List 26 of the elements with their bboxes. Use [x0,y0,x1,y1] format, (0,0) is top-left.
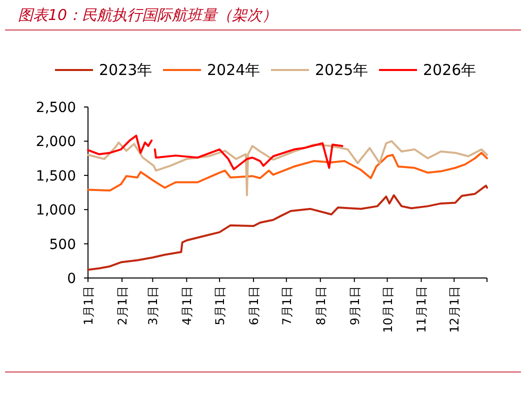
legend-label: 2025年 [315,61,368,79]
x-tick-label: 3月1日 [146,286,160,326]
x-tick-label: 8月1日 [314,286,328,326]
y-tick-label: 1,500 [36,168,76,184]
x-tick-label: 10月1日 [380,286,395,333]
chart-title: 图表10：民航执行国际航班量（架次） [18,6,278,24]
x-tick-label: 5月1日 [213,286,228,326]
x-tick-label: 9月1日 [348,286,362,326]
y-tick-label: 500 [49,236,76,253]
y-tick-label: 1,000 [36,202,76,219]
line-series [87,140,488,196]
x-tick-label: 11月1日 [414,286,429,333]
x-tick-label: 4月1日 [180,286,194,326]
y-tick-label: 2,500 [36,100,76,116]
x-tick-label: 12月1日 [448,286,462,333]
y-tick-label: 0 [67,271,76,287]
line-series [87,184,488,271]
legend-label: 2024年 [207,61,260,79]
legend-label: 2023年 [99,61,152,79]
line-series [87,152,488,192]
x-tick-label: 6月1日 [247,286,262,326]
y-tick-label: 2,000 [36,134,76,150]
x-tick-label: 7月1日 [280,286,294,326]
x-tick-label: 1月1日 [82,286,96,326]
legend-label: 2026年 [423,61,476,79]
x-tick-label: 2月1日 [115,286,130,326]
